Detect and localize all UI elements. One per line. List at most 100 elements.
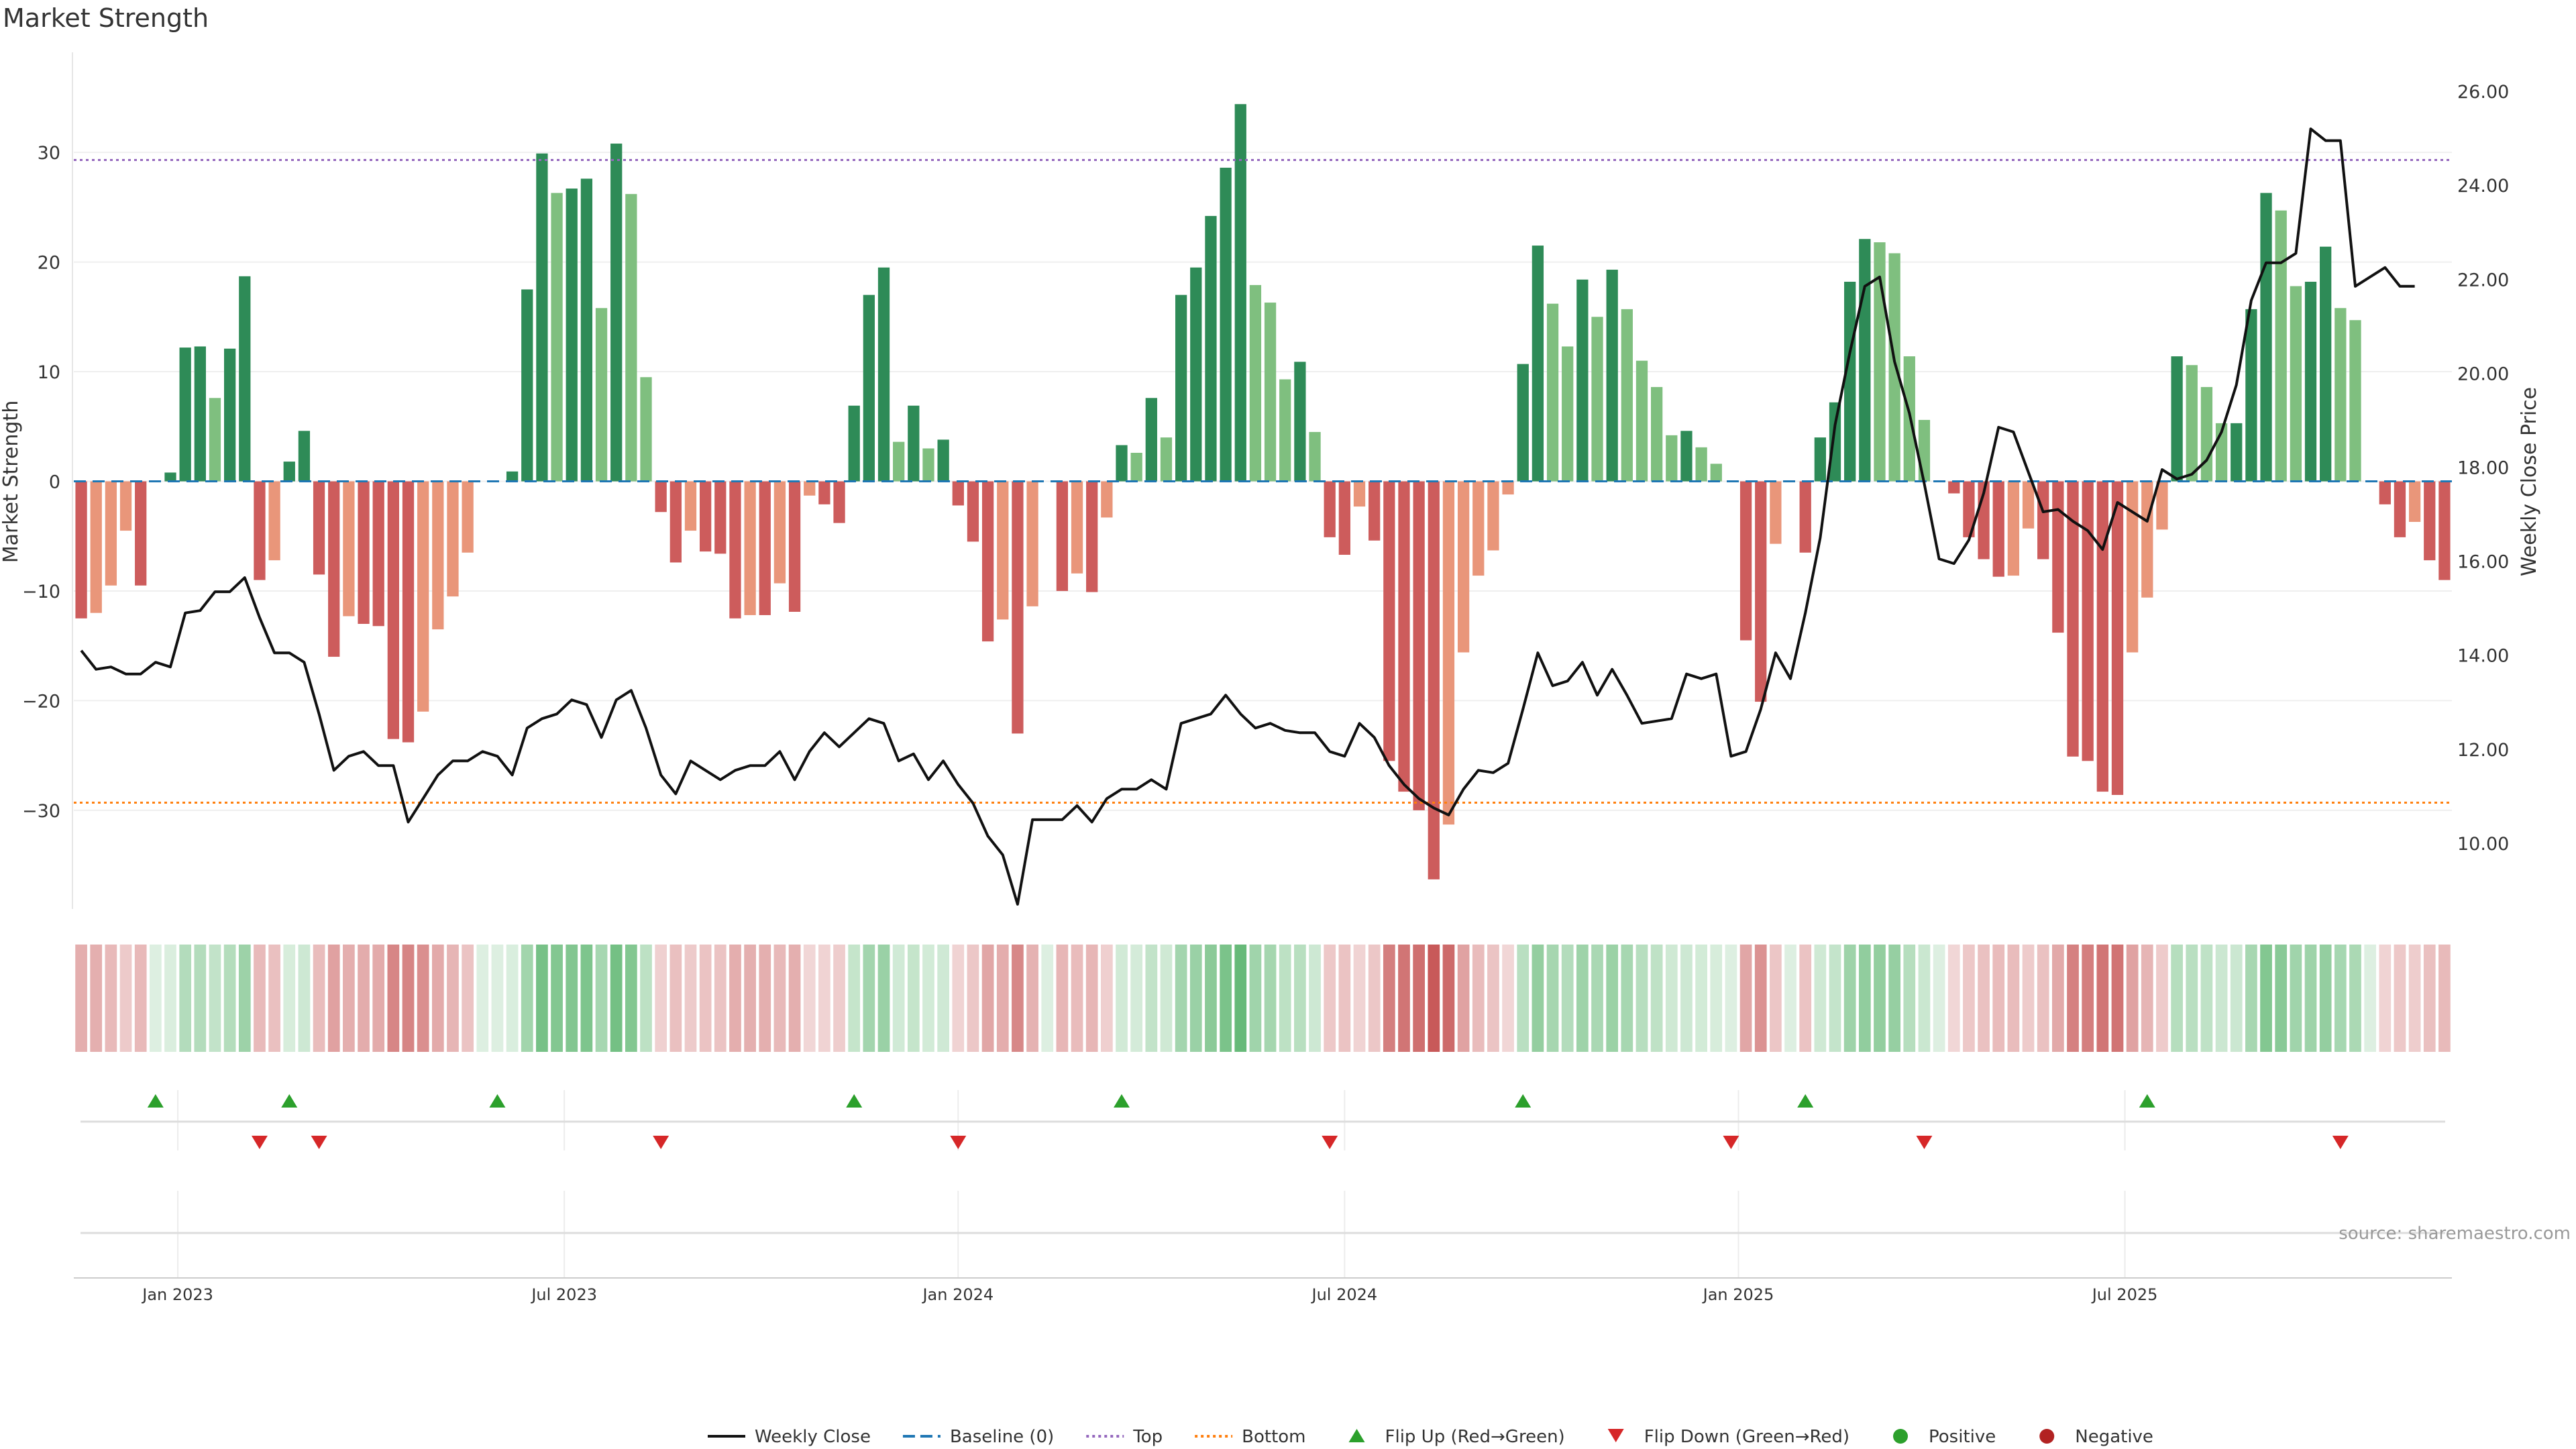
heat-cell (431, 945, 444, 1052)
strength-bar (1666, 435, 1678, 482)
heat-cell (669, 945, 682, 1052)
strength-bar (1056, 481, 1069, 591)
heat-cell (327, 945, 340, 1052)
heat-cell (625, 945, 637, 1052)
heat-cell (1145, 945, 1158, 1052)
strength-bar (1472, 481, 1485, 576)
heat-cell (744, 945, 756, 1052)
strength-bar (2424, 481, 2436, 561)
heat-cell (2349, 945, 2361, 1052)
strength-bar (1591, 317, 1603, 482)
y2-tick-label: 12.00 (2457, 740, 2509, 761)
heat-cell (1621, 945, 1633, 1052)
heat-cell (2082, 945, 2094, 1052)
heat-cell (283, 945, 296, 1052)
y2-axis-label: Weekly Close Price (2518, 387, 2541, 576)
heat-cell (2037, 945, 2049, 1052)
heat-cell (1457, 945, 1470, 1052)
legend-label: Top (1132, 1427, 1163, 1447)
heat-cell (2394, 945, 2406, 1052)
x-tick-label: Jul 2025 (2091, 1285, 2158, 1304)
legend-label: Positive (1929, 1427, 1996, 1447)
strength-bar (997, 481, 1009, 620)
strength-bar (1442, 481, 1455, 825)
heat-cell (2260, 945, 2272, 1052)
x-tick-label: Jan 2024 (921, 1285, 994, 1304)
heat-cell (699, 945, 712, 1052)
strength-bar (2111, 481, 2124, 795)
heat-cell (848, 945, 861, 1052)
heat-cell (1368, 945, 1381, 1052)
y2-tick-label: 14.00 (2457, 646, 2509, 667)
strength-bar (2231, 423, 2243, 482)
heat-cell (1487, 945, 1499, 1052)
flip-up-marker (281, 1094, 298, 1108)
strength-bar (536, 153, 548, 482)
heat-cell (2022, 945, 2035, 1052)
strength-bar (2096, 481, 2108, 792)
flip-down-marker (251, 1136, 268, 1149)
heat-cell (981, 945, 994, 1052)
strength-bar (1546, 303, 1559, 482)
strength-bar (551, 193, 563, 482)
strength-bar (1026, 481, 1038, 606)
strength-bar (744, 481, 756, 615)
strength-bar (402, 481, 415, 743)
strength-bar (714, 481, 727, 554)
strength-bar (1963, 481, 1975, 537)
heat-cell (566, 945, 578, 1052)
heat-cell (640, 945, 652, 1052)
heat-cell (1234, 945, 1247, 1052)
strength-bar (1739, 481, 1752, 641)
legend-swatch (1607, 1429, 1624, 1442)
heat-cell (1517, 945, 1529, 1052)
strength-bar (343, 481, 355, 616)
strength-bar (2408, 481, 2421, 522)
strength-bar (981, 481, 994, 642)
strength-bar (1279, 379, 1291, 482)
strength-bar (788, 481, 801, 612)
strength-bar (521, 289, 533, 482)
heat-cell (1546, 945, 1559, 1052)
strength-bar (1309, 431, 1321, 482)
strength-bar (1457, 481, 1470, 653)
heat-cell (491, 945, 504, 1052)
heat-cell (1903, 945, 1916, 1052)
heat-cell (209, 945, 221, 1052)
heat-cell (1041, 945, 1054, 1052)
strength-bar (640, 377, 652, 482)
heat-cell (1472, 945, 1485, 1052)
strength-bar (1413, 481, 1425, 810)
strength-bar (1160, 437, 1173, 482)
heat-cell (2156, 945, 2168, 1052)
y2-tick-label: 20.00 (2457, 364, 2509, 384)
source-note: source: sharemaestro.com (2339, 1224, 2571, 1244)
flip-up-marker (147, 1094, 164, 1108)
strength-bar (358, 481, 370, 624)
heat-cell (1413, 945, 1426, 1052)
strength-bar (1650, 386, 1663, 482)
strength-bar (1324, 481, 1336, 537)
strength-bar (773, 481, 786, 584)
strength-bar (922, 448, 934, 482)
flip-up-marker (1797, 1094, 1814, 1108)
strength-bar (908, 405, 920, 482)
y-axis-label: Market Strength (0, 400, 23, 563)
strength-bar (164, 472, 176, 482)
strength-bar (1145, 398, 1157, 482)
strength-bar (105, 481, 117, 586)
strength-bar (2394, 481, 2406, 537)
x-tick-label: Jul 2023 (530, 1285, 597, 1304)
legend-label: Baseline (0) (950, 1427, 1054, 1447)
heat-cell (1309, 945, 1321, 1052)
legend-label: Weekly Close (755, 1427, 871, 1447)
heat-cell (1799, 945, 1812, 1052)
heat-cell (2423, 945, 2436, 1052)
strength-bar (1874, 242, 1886, 482)
strength-bar (194, 346, 206, 482)
strength-bar (1517, 364, 1529, 482)
heat-cell (223, 945, 236, 1052)
strength-bar (610, 144, 623, 482)
heat-cell (595, 945, 608, 1052)
heat-cell (1071, 945, 1083, 1052)
